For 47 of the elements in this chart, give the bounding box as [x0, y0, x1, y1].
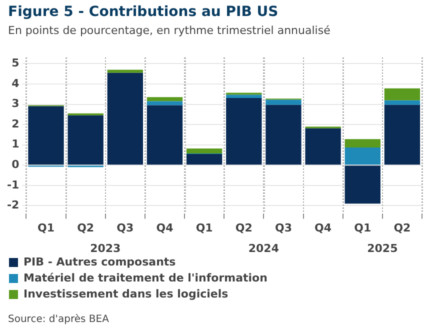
source-note: Source: d'après BEA: [8, 314, 109, 325]
bar: [344, 166, 380, 204]
legend-label: PIB - Autres composants: [24, 255, 176, 268]
text: 2024: [248, 242, 280, 255]
y-tick-label: -2: [6, 198, 20, 212]
x-tick-label: Q2: [394, 221, 411, 234]
x-tick-label: Q1: [196, 221, 213, 234]
bar: [226, 98, 262, 165]
y-tick-label: -1: [6, 178, 20, 192]
bar: [266, 100, 302, 105]
bar: [186, 154, 222, 165]
x-tick-label: Q3: [274, 221, 292, 234]
text: 2025: [367, 242, 398, 255]
bar: [384, 100, 420, 105]
bar: [305, 128, 341, 165]
bar: [107, 72, 144, 165]
bar: [107, 70, 144, 73]
chart-subtitle: En points de pourcentage, en rythme trimestriel annualisé: [8, 24, 330, 37]
bar: [146, 97, 183, 102]
legend-label: Matériel de traitement de l'information: [24, 271, 268, 284]
x-tick-label: Q4: [156, 221, 174, 234]
x-tick-label: Q3: [116, 221, 134, 234]
bar: [266, 104, 302, 165]
x-tick-label: Q1: [38, 221, 55, 234]
bar: [146, 105, 183, 165]
bar: [384, 88, 420, 100]
y-tick-label: 3: [12, 97, 20, 110]
bar: [28, 106, 64, 165]
x-tick-label: Q1: [354, 221, 372, 234]
bar: [226, 94, 262, 98]
x-tick-label: Q4: [314, 221, 332, 234]
bar: [344, 139, 380, 148]
bar: [68, 115, 104, 165]
y-tick-label: 0: [12, 158, 20, 171]
bar: [186, 148, 222, 154]
bar: [146, 101, 183, 106]
bar: [344, 147, 380, 165]
y-tick-label: 1: [12, 138, 20, 151]
text: 2023: [90, 242, 121, 255]
x-tick-label: Q2: [235, 221, 252, 234]
y-tick-label: 4: [12, 76, 20, 90]
y-tick-label: 2: [12, 117, 20, 130]
bar: [384, 104, 420, 165]
x-tick-label: Q2: [77, 221, 94, 234]
legend-label: Investissement dans les logiciels: [24, 287, 229, 300]
y-tick-label: 5: [12, 56, 20, 70]
chart-title: Figure 5 - Contributions au PIB US: [8, 4, 278, 20]
